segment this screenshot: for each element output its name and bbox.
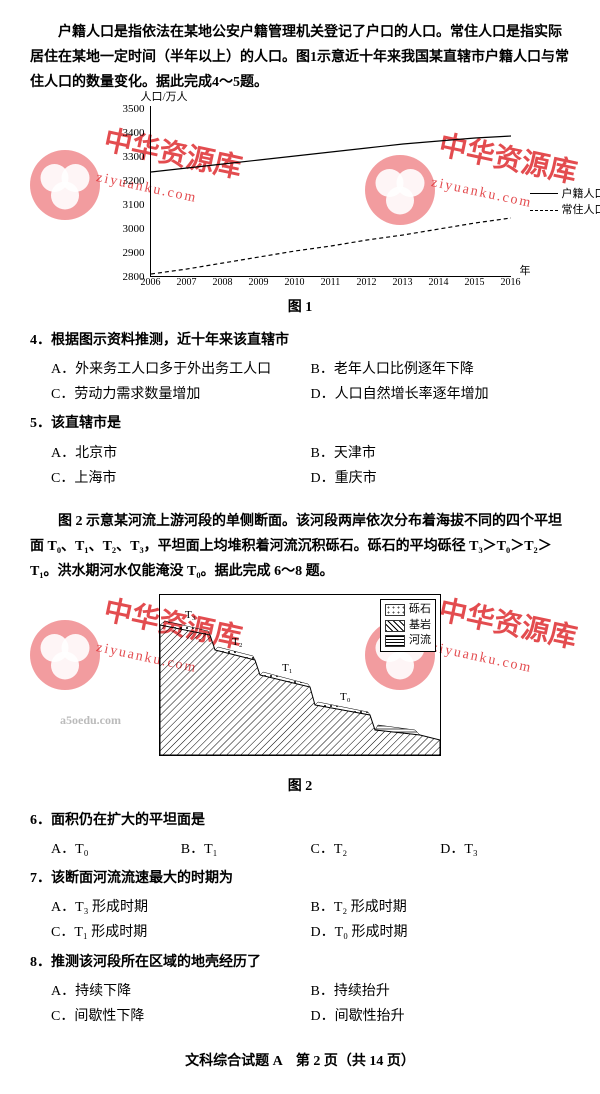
q4-options: A．外来务工人口多于外出务工人口 B．老年人口比例逐年下降 C．劳动力需求数量增… <box>51 357 570 407</box>
terrace-t1: T₁ <box>282 662 293 674</box>
watermark-sub: ziyuanku.com <box>429 636 571 690</box>
q8-opt-a[interactable]: A．持续下降 <box>51 979 311 1004</box>
legend-line-dashed <box>530 210 558 211</box>
xtick: 2006 <box>141 274 161 292</box>
xtick: 2011 <box>321 274 341 292</box>
q7-opt-b[interactable]: B．T₂ 形成时期 <box>311 895 571 920</box>
xtick: 2007 <box>177 274 197 292</box>
q5-opt-d[interactable]: D．重庆市 <box>311 466 571 491</box>
legend-label-changzhu: 常住人口 <box>562 202 600 219</box>
legend-river: 河流 <box>409 633 431 648</box>
chart-lines <box>151 106 511 276</box>
grey-watermark: a5oedu.com <box>60 710 121 732</box>
legend-gravel: 砾石 <box>409 602 431 617</box>
xtick: 2009 <box>249 274 269 292</box>
q5-opt-b[interactable]: B．天津市 <box>311 441 571 466</box>
exam-page: 中华资源库 ziyuanku.com 中华资源库 ziyuanku.com 中华… <box>0 0 600 1094</box>
q7-opt-a[interactable]: A．T₃ 形成时期 <box>51 895 311 920</box>
ytick: 3000 <box>113 220 145 240</box>
legend-label-huji: 户籍人口 <box>562 186 600 203</box>
figure-2-caption: 图 2 <box>30 774 570 799</box>
q8-stem: 8．推测该河段所在区域的地壳经历了 <box>30 950 570 975</box>
figure-2-diagram: 砾石 基岩 河流 <box>159 594 441 756</box>
swatch-river <box>385 635 405 647</box>
y-axis-label: 人口/万人 <box>141 88 188 108</box>
q7-opt-c[interactable]: C．T₁ 形成时期 <box>51 920 311 945</box>
watermark-main: 中华资源库 <box>436 595 579 654</box>
q6-opt-c[interactable]: C．T₂ <box>311 837 441 862</box>
ytick: 2900 <box>113 244 145 264</box>
xtick: 2014 <box>429 274 449 292</box>
q7-opt-d[interactable]: D．T₀ 形成时期 <box>311 920 571 945</box>
q6-opt-b[interactable]: B．T₁ <box>181 837 311 862</box>
q8-opt-d[interactable]: D．间歇性抬升 <box>311 1004 571 1029</box>
q8-opt-c[interactable]: C．间歇性下降 <box>51 1004 311 1029</box>
q6-opt-d[interactable]: D．T₃ <box>440 837 570 862</box>
q6-options: A．T₀ B．T₁ C．T₂ D．T₃ <box>51 837 570 862</box>
ytick: 3200 <box>113 172 145 192</box>
xtick: 2015 <box>465 274 485 292</box>
xtick: 2012 <box>357 274 377 292</box>
q6-stem: 6．面积仍在扩大的平坦面是 <box>30 808 570 833</box>
legend-row-huji: 户籍人口 <box>530 186 600 203</box>
q4-opt-d[interactable]: D．人口自然增长率逐年增加 <box>311 382 571 407</box>
watermark-flower-3 <box>30 620 100 690</box>
page-footer: 文科综合试题 A 第 2 页（共 14 页） <box>30 1049 570 1074</box>
chart-legend: 户籍人口 常住人口 <box>530 186 600 219</box>
swatch-gravel <box>385 604 405 616</box>
q4-opt-c[interactable]: C．劳动力需求数量增加 <box>51 382 311 407</box>
q6-opt-a[interactable]: A．T₀ <box>51 837 181 862</box>
series-huji <box>151 136 511 172</box>
legend-line-solid <box>530 193 558 194</box>
xtick: 2010 <box>285 274 305 292</box>
q5-opt-c[interactable]: C．上海市 <box>51 466 311 491</box>
figure-2-legend: 砾石 基岩 河流 <box>380 599 436 651</box>
x-axis-label: 年 <box>520 262 531 282</box>
legend-row-changzhu: 常住人口 <box>530 202 600 219</box>
q8-options: A．持续下降 B．持续抬升 C．间歇性下降 D．间歇性抬升 <box>51 979 570 1029</box>
figure-1-caption: 图 1 <box>30 295 570 320</box>
q7-stem: 7．该断面河流流速最大的时期为 <box>30 866 570 891</box>
xtick: 2013 <box>393 274 413 292</box>
ytick: 3400 <box>113 124 145 144</box>
passage-2: 图 2 示意某河流上游河段的单侧断面。该河段两岸依次分布着海拔不同的四个平坦面 … <box>30 509 570 585</box>
swatch-bedrock <box>385 620 405 632</box>
q5-options: A．北京市 B．天津市 C．上海市 D．重庆市 <box>51 441 570 491</box>
ytick: 3100 <box>113 196 145 216</box>
passage-1: 户籍人口是指依法在某地公安户籍管理机关登记了户口的人口。常住人口是指实际居住在某… <box>30 20 570 96</box>
xtick: 2008 <box>213 274 233 292</box>
terrace-t3: T₃ <box>185 609 196 621</box>
q4-opt-a[interactable]: A．外来务工人口多于外出务工人口 <box>51 357 311 382</box>
ytick: 3300 <box>113 148 145 168</box>
terrace-t2: T₂ <box>232 636 243 648</box>
legend-bedrock: 基岩 <box>409 618 431 633</box>
q5-opt-a[interactable]: A．北京市 <box>51 441 311 466</box>
figure-1-chart: 人口/万人 年 户籍人口 常住人口 2800 2900 3000 3100 32… <box>150 106 511 277</box>
series-changzhu <box>151 218 511 274</box>
terrace-t0: T₀ <box>340 691 351 703</box>
q4-stem: 4．根据图示资料推测，近十年来该直辖市 <box>30 328 570 353</box>
ytick: 3500 <box>113 100 145 120</box>
q4-opt-b[interactable]: B．老年人口比例逐年下降 <box>311 357 571 382</box>
xtick: 2016 <box>501 274 521 292</box>
watermark-text-4: 中华资源库 ziyuanku.com <box>429 586 582 689</box>
q5-stem: 5．该直辖市是 <box>30 411 570 436</box>
q8-opt-b[interactable]: B．持续抬升 <box>311 979 571 1004</box>
q7-options: A．T₃ 形成时期 B．T₂ 形成时期 C．T₁ 形成时期 D．T₀ 形成时期 <box>51 895 570 945</box>
